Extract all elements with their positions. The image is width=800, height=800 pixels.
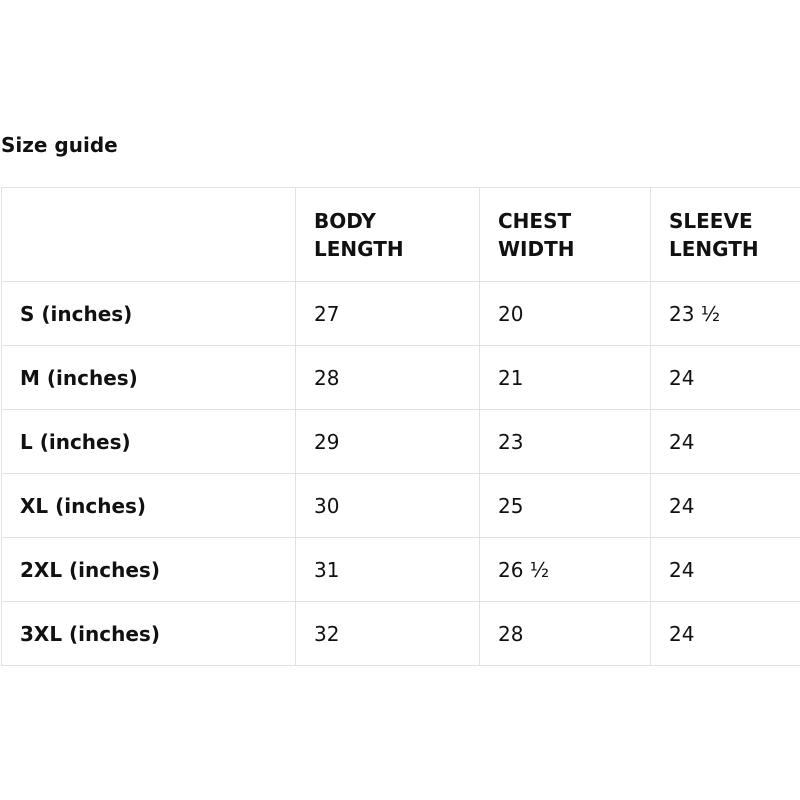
header-empty <box>1 187 296 282</box>
table-row: 3XL (inches) 32 28 24 <box>1 601 800 666</box>
body-length-cell: 27 <box>295 281 480 346</box>
header-sleeve-length: SLEEVE LENGTH <box>650 187 800 282</box>
table-row: 2XL (inches) 31 26 ½ 24 <box>1 537 800 602</box>
sleeve-length-cell: 24 <box>650 473 800 538</box>
table-header-row: BODY LENGTH CHEST WIDTH SLEEVE LENGTH <box>1 187 800 282</box>
row-size-label: L (inches) <box>1 409 296 474</box>
table-row: L (inches) 29 23 24 <box>1 409 800 474</box>
header-body-length: BODY LENGTH <box>295 187 480 282</box>
table-row: M (inches) 28 21 24 <box>1 345 800 410</box>
body-length-cell: 31 <box>295 537 480 602</box>
size-guide-table: BODY LENGTH CHEST WIDTH SLEEVE LENGTH S … <box>1 187 800 666</box>
row-size-label: XL (inches) <box>1 473 296 538</box>
sleeve-length-cell: 23 ½ <box>650 281 800 346</box>
sleeve-length-cell: 24 <box>650 345 800 410</box>
sleeve-length-cell: 24 <box>650 601 800 666</box>
page-title: Size guide <box>1 133 118 157</box>
table-row: XL (inches) 30 25 24 <box>1 473 800 538</box>
row-size-label: S (inches) <box>1 281 296 346</box>
chest-width-cell: 23 <box>479 409 651 474</box>
chest-width-cell: 26 ½ <box>479 537 651 602</box>
body-length-cell: 32 <box>295 601 480 666</box>
chest-width-cell: 21 <box>479 345 651 410</box>
body-length-cell: 30 <box>295 473 480 538</box>
body-length-cell: 29 <box>295 409 480 474</box>
chest-width-cell: 28 <box>479 601 651 666</box>
row-size-label: 3XL (inches) <box>1 601 296 666</box>
table-row: S (inches) 27 20 23 ½ <box>1 281 800 346</box>
body-length-cell: 28 <box>295 345 480 410</box>
header-chest-width: CHEST WIDTH <box>479 187 651 282</box>
row-size-label: M (inches) <box>1 345 296 410</box>
sleeve-length-cell: 24 <box>650 537 800 602</box>
sleeve-length-cell: 24 <box>650 409 800 474</box>
chest-width-cell: 20 <box>479 281 651 346</box>
row-size-label: 2XL (inches) <box>1 537 296 602</box>
chest-width-cell: 25 <box>479 473 651 538</box>
